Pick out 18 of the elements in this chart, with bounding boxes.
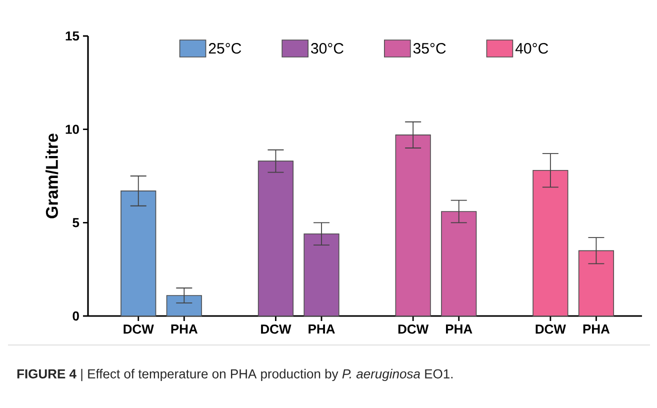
x-tick-label: PHA [446, 324, 472, 334]
x-tick-label: DCW [124, 324, 154, 334]
text: FIGURE 4 | Effect of temperature on PHA production by P. aeruginosa EO1. [17, 368, 453, 382]
x-tick-label: DCW [261, 324, 292, 334]
y-tick-label: 0 [72, 311, 79, 321]
legend-label: 25°C [208, 43, 242, 54]
legend-label: 30°C [311, 43, 344, 54]
y-axis-title: Gram/Litre [45, 134, 58, 218]
y-tick-label: 10 [66, 124, 79, 134]
x-tick-label: PHA [171, 324, 198, 334]
y-tick-label: 5 [72, 218, 80, 228]
x-tick-label: PHA [583, 324, 610, 334]
y-tick-label: 15 [66, 31, 80, 41]
legend-label: 40°C [515, 43, 548, 54]
x-tick-label: DCW [536, 324, 566, 334]
x-tick-label: DCW [398, 324, 429, 334]
x-tick-label: PHA [308, 324, 335, 334]
legend-label: 35°C [413, 43, 446, 54]
